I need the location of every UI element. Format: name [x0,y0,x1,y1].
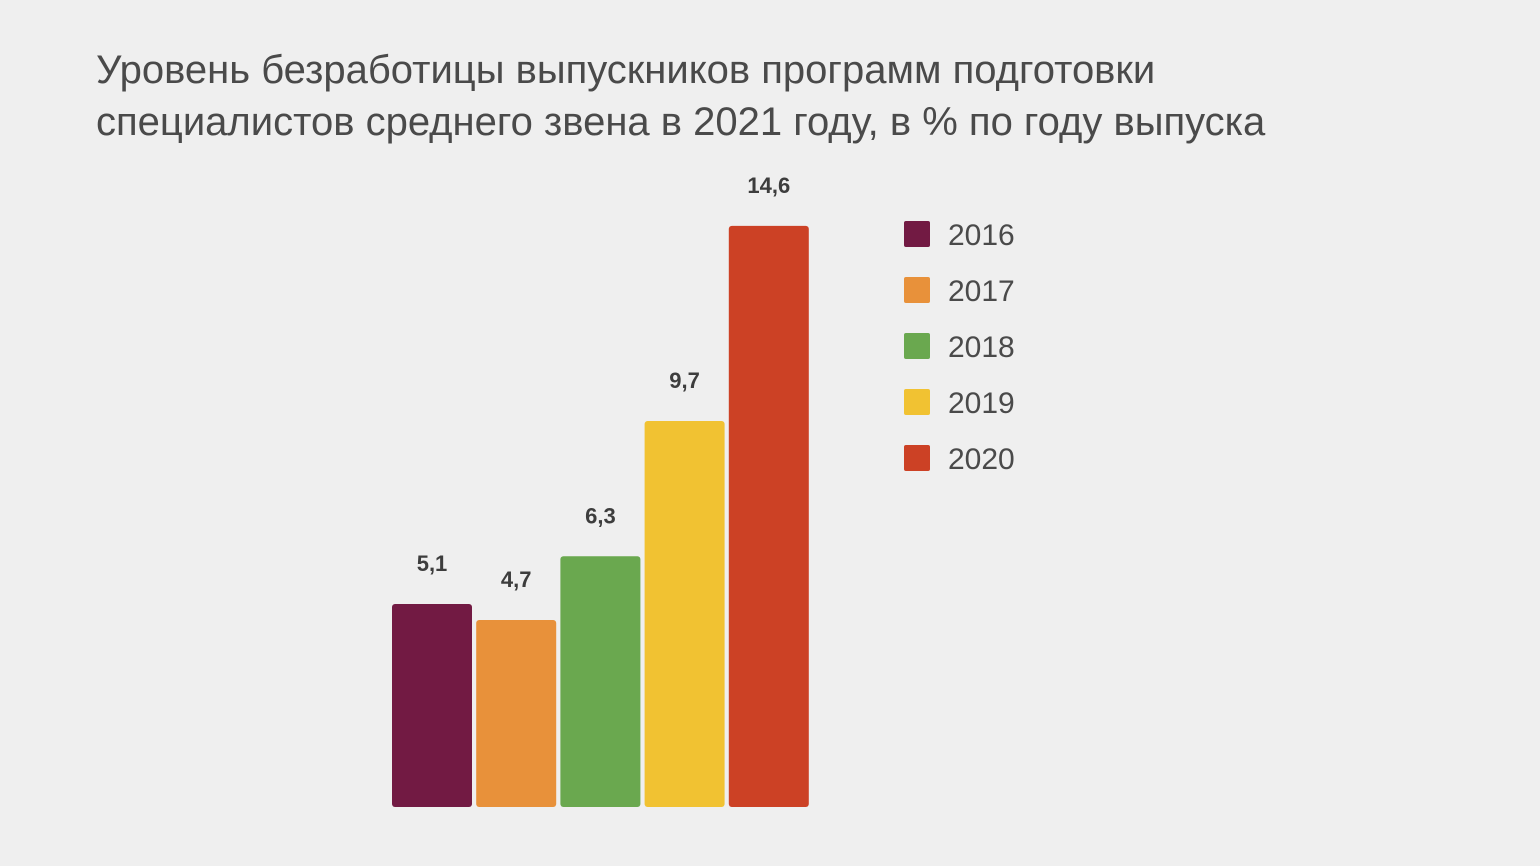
legend-swatch-2018 [904,333,930,359]
value-label-2018: 6,3 [585,503,616,528]
bar-2016 [392,604,472,807]
bars-group [392,225,809,808]
value-labels-group: 5,1 4,7 6,3 9,7 14,6 [417,173,791,592]
chart-title: Уровень безработицы выпускников программ… [96,44,1436,148]
chart-title-line-2: специалистов среднего звена в 2021 году,… [96,100,1266,144]
chart-title-line-1: Уровень безработицы выпускников программ… [96,48,1156,92]
legend-label-2020: 2020 [948,443,1015,476]
value-label-2016: 5,1 [417,551,448,576]
bar-2020 [728,225,809,808]
legend-label-2018: 2018 [948,331,1015,364]
legend-swatch-2019 [904,389,930,415]
legend-swatch-2020 [904,445,930,471]
value-label-2019: 9,7 [669,368,700,393]
legend-label-2019: 2019 [948,387,1015,420]
legend: 2016 2017 2018 2019 2020 [904,219,1015,476]
value-label-2020: 14,6 [747,173,790,198]
bar-2019 [644,420,725,807]
legend-swatch-2016 [904,221,930,247]
legend-label-2016: 2016 [948,219,1015,252]
bar-2018 [560,556,641,807]
value-label-2017: 4,7 [501,567,532,592]
legend-label-2017: 2017 [948,275,1015,308]
legend-swatch-2017 [904,277,930,303]
bar-2017 [476,619,557,807]
